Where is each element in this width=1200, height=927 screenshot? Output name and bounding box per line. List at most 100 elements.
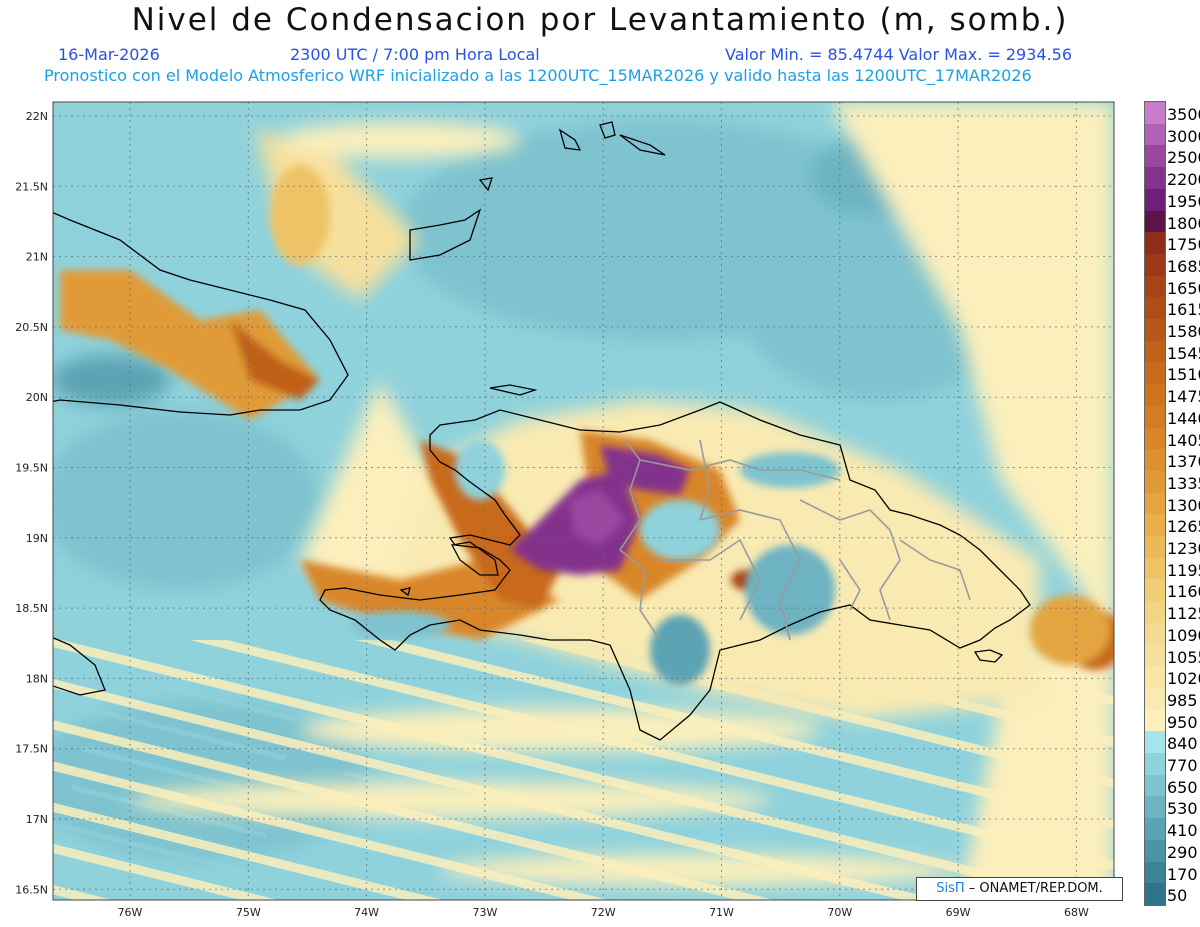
legend-level-label: 1020 bbox=[1167, 669, 1200, 689]
legend-level-label: 1685 bbox=[1167, 256, 1200, 276]
legend-swatch bbox=[1145, 210, 1165, 233]
legend-swatch bbox=[1145, 253, 1165, 277]
lon-label: 72W bbox=[591, 906, 616, 919]
legend-swatch bbox=[1145, 666, 1165, 689]
legend-level-label: 1510 bbox=[1167, 365, 1200, 385]
legend-swatch bbox=[1145, 340, 1165, 363]
bahamas-3 bbox=[558, 128, 582, 151]
legend-level-label: 1230 bbox=[1167, 539, 1200, 559]
lon-label: 76W bbox=[118, 906, 143, 919]
legend-swatch bbox=[1145, 601, 1165, 624]
legend-swatch bbox=[1145, 731, 1165, 754]
gonave-island bbox=[451, 541, 499, 576]
legend-level-label: 1335 bbox=[1167, 473, 1200, 493]
legend-level-label: 1125 bbox=[1167, 604, 1200, 624]
legend-swatch bbox=[1145, 427, 1165, 450]
province-borders bbox=[618, 439, 971, 641]
legend-level-label: 1650 bbox=[1167, 278, 1200, 298]
legend-swatch bbox=[1145, 883, 1165, 906]
forecast-date: 16-Mar-2026 bbox=[58, 45, 160, 64]
lat-label: 18N bbox=[26, 672, 48, 685]
legend-swatch bbox=[1145, 384, 1165, 407]
color-legend bbox=[1144, 101, 1166, 906]
lat-label: 19N bbox=[26, 532, 48, 545]
lon-label: 74W bbox=[354, 906, 379, 919]
legend-swatch bbox=[1145, 861, 1165, 884]
navassa bbox=[399, 587, 411, 597]
legend-swatch bbox=[1145, 188, 1165, 211]
legend-swatch bbox=[1145, 644, 1165, 667]
lat-label: 20N bbox=[26, 391, 48, 404]
legend-level-label: 2200 bbox=[1167, 170, 1200, 190]
forecast-time: 2300 UTC / 7:00 pm Hora Local bbox=[290, 45, 540, 64]
legend-level-label: 985 bbox=[1167, 690, 1198, 710]
legend-level-label: 840 bbox=[1167, 734, 1198, 754]
lat-label: 21N bbox=[26, 251, 48, 264]
legend-swatch bbox=[1145, 145, 1165, 168]
legend-level-label: 290 bbox=[1167, 842, 1198, 862]
legend-swatch bbox=[1145, 536, 1165, 559]
legend-level-label: 1440 bbox=[1167, 408, 1200, 428]
legend-level-label: 1615 bbox=[1167, 300, 1200, 320]
legend-swatch bbox=[1145, 319, 1165, 342]
legend-swatch bbox=[1145, 492, 1165, 515]
legend-swatch bbox=[1145, 687, 1165, 711]
legend-swatch bbox=[1145, 275, 1165, 298]
cuba-coast bbox=[53, 212, 349, 416]
lat-label: 19.5N bbox=[15, 462, 48, 475]
saona-island bbox=[973, 649, 1004, 663]
bahamas-5 bbox=[619, 134, 666, 156]
model-info: Pronostico con el Modelo Atmosferico WRF… bbox=[44, 66, 1032, 85]
legend-swatch bbox=[1145, 839, 1165, 863]
legend-level-label: 3000 bbox=[1167, 126, 1200, 146]
bahamas-2 bbox=[478, 177, 493, 192]
lat-label: 18.5N bbox=[15, 602, 48, 615]
legend-level-label: 1405 bbox=[1167, 430, 1200, 450]
credit-box: SisΠ – ONAMET/REP.DOM. bbox=[916, 877, 1123, 901]
legend-level-label: 410 bbox=[1167, 821, 1198, 841]
graticule bbox=[53, 102, 1114, 900]
lon-label: 69W bbox=[946, 906, 971, 919]
shaded-field bbox=[53, 102, 1114, 900]
legend-swatch bbox=[1145, 753, 1165, 776]
legend-swatch bbox=[1145, 557, 1165, 580]
legend-level-label: 950 bbox=[1167, 712, 1198, 732]
legend-level-label: 1800 bbox=[1167, 213, 1200, 233]
lon-label: 71W bbox=[709, 906, 734, 919]
plot-frame bbox=[52, 101, 1115, 901]
legend-swatch bbox=[1145, 796, 1165, 819]
legend-level-label: 1160 bbox=[1167, 582, 1200, 602]
lat-label: 21.5N bbox=[15, 180, 48, 193]
sistpi-logo: SisΠ bbox=[936, 881, 965, 896]
hispaniola-coast bbox=[319, 401, 1031, 741]
legend-swatch bbox=[1145, 514, 1165, 537]
legend-swatch bbox=[1145, 167, 1165, 190]
legend-swatch bbox=[1145, 123, 1165, 146]
legend-swatch bbox=[1145, 232, 1165, 255]
lon-label: 68W bbox=[1064, 906, 1089, 919]
legend-swatch bbox=[1145, 774, 1165, 797]
legend-level-label: 650 bbox=[1167, 777, 1198, 797]
lon-label: 70W bbox=[827, 906, 852, 919]
legend-level-label: 1750 bbox=[1167, 235, 1200, 255]
lat-label: 17N bbox=[26, 813, 48, 826]
teal-land-patches bbox=[350, 440, 840, 685]
legend-level-label: 50 bbox=[1167, 886, 1188, 906]
legend-level-label: 1055 bbox=[1167, 647, 1200, 667]
credit-text: – ONAMET/REP.DOM. bbox=[968, 881, 1103, 896]
lat-label: 16.5N bbox=[15, 883, 48, 896]
coastlines bbox=[53, 121, 1031, 741]
legend-level-label: 1090 bbox=[1167, 625, 1200, 645]
legend-level-label: 1580 bbox=[1167, 322, 1200, 342]
lat-label: 20.5N bbox=[15, 321, 48, 334]
lat-label: 22N bbox=[26, 110, 48, 123]
legend-swatch bbox=[1145, 709, 1165, 732]
legend-swatch bbox=[1145, 297, 1165, 320]
legend-level-label: 1300 bbox=[1167, 495, 1200, 515]
map-title: Nivel de Condensacion por Levantamiento … bbox=[131, 2, 1069, 38]
lon-label: 73W bbox=[472, 906, 497, 919]
legend-level-label: 3500 bbox=[1167, 105, 1200, 124]
lon-label: 75W bbox=[236, 906, 261, 919]
legend-level-label: 1475 bbox=[1167, 387, 1200, 407]
jamaica-coast bbox=[53, 637, 106, 696]
